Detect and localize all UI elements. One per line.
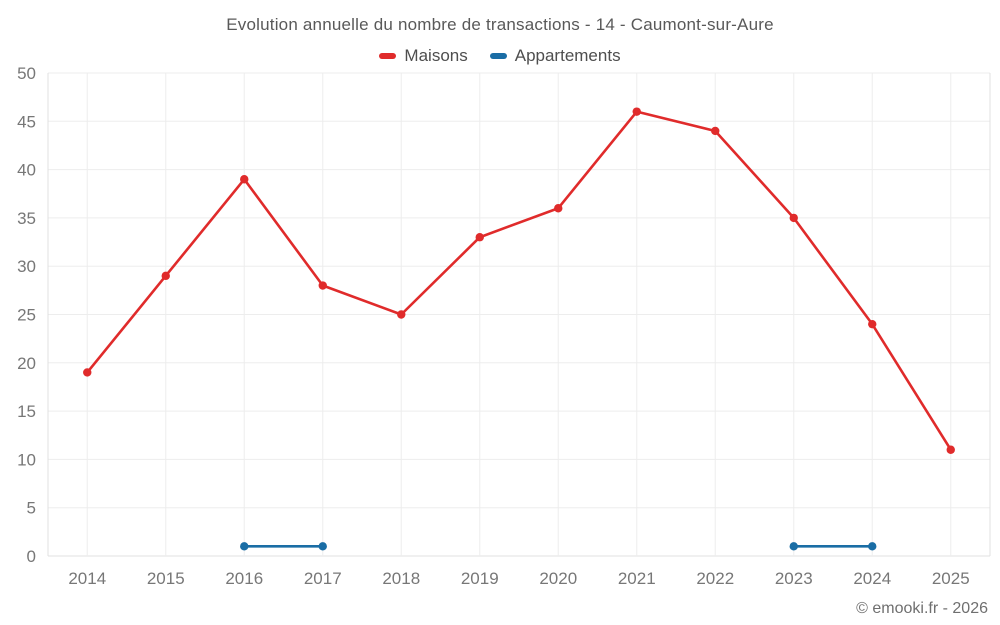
point-appartements-2023[interactable] [789, 542, 798, 551]
maisons-series-color-icon [379, 53, 397, 59]
x-tick-label-2019: 2019 [461, 569, 499, 588]
series-line-maisons [85, 110, 953, 452]
point-maisons-2024[interactable] [868, 319, 877, 329]
y-tick-label: 50 [17, 64, 36, 83]
y-tick-label: 35 [17, 209, 36, 228]
legend-item-maisons[interactable]: Maisons [379, 46, 468, 66]
y-tick-label: 45 [17, 112, 36, 131]
legend-label-appartements: Appartements [514, 46, 621, 65]
point-maisons-2015[interactable] [161, 271, 170, 281]
y-tick-label: 30 [17, 257, 36, 276]
x-tick-label-2016: 2016 [225, 569, 263, 588]
y-tick-label: 25 [17, 306, 36, 325]
legend-label-maisons: Maisons [404, 46, 468, 65]
y-tick-label: 0 [27, 547, 36, 566]
point-maisons-2017[interactable] [318, 281, 327, 290]
y-tick-label: 15 [17, 402, 36, 421]
y-tick-label: 10 [17, 450, 36, 469]
chart-title: Evolution annuelle du nombre de transact… [226, 15, 774, 34]
x-tick-label-2025: 2025 [932, 569, 970, 588]
point-maisons-2019[interactable] [475, 233, 484, 242]
x-tick-label-2018: 2018 [382, 569, 420, 588]
chart-legend: Maisons Appartements [0, 46, 1000, 66]
point-maisons-2025[interactable] [946, 445, 955, 454]
point-maisons-2023[interactable] [789, 213, 798, 223]
x-tick-label-2015: 2015 [147, 569, 185, 588]
point-appartements-2024[interactable] [868, 542, 877, 551]
point-appartements-2017[interactable] [318, 542, 327, 551]
x-tick-label-2020: 2020 [539, 569, 577, 588]
x-tick-label-2014: 2014 [68, 569, 106, 588]
point-maisons-2016[interactable] [240, 175, 249, 184]
copyright: © emooki.fr - 2026 [856, 600, 988, 617]
x-tick-label-2021: 2021 [618, 569, 656, 588]
y-tick-label: 40 [17, 161, 36, 180]
y-tick-label: 20 [17, 354, 36, 373]
legend-item-appartements[interactable]: Appartements [489, 46, 621, 66]
appartements-series-color-icon [489, 53, 507, 59]
point-maisons-2014[interactable] [83, 368, 92, 377]
x-tick-label-2017: 2017 [304, 569, 342, 588]
x-tick-label-2024: 2024 [853, 569, 891, 588]
point-maisons-2021[interactable] [632, 107, 641, 116]
y-tick-label: 5 [27, 499, 36, 518]
x-tick-label-2022: 2022 [696, 569, 734, 588]
point-maisons-2022[interactable] [711, 126, 720, 136]
point-maisons-2018[interactable] [397, 310, 406, 319]
x-tick-label-2023: 2023 [775, 569, 813, 588]
point-maisons-2020[interactable] [554, 204, 563, 213]
point-appartements-2016[interactable] [240, 542, 249, 551]
